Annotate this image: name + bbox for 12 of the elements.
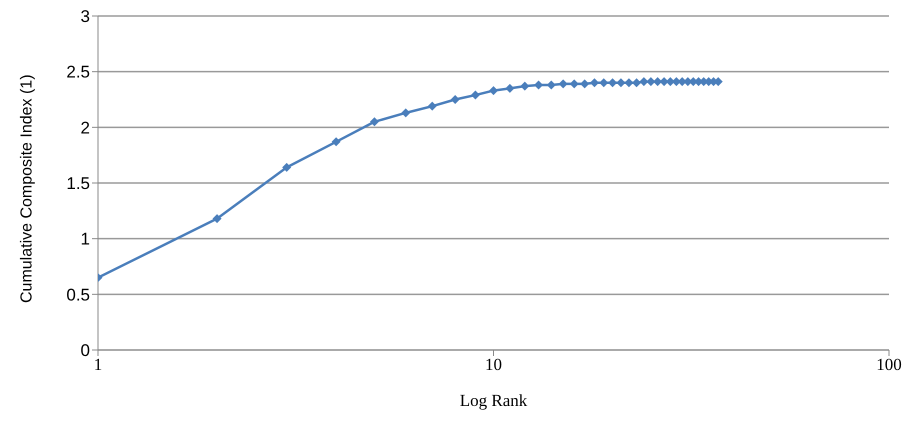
x-tick-label: 10: [485, 355, 502, 374]
y-tick-label: 2: [80, 118, 90, 138]
x-tick-label: 1: [94, 355, 102, 374]
y-tick-label: 1.5: [66, 174, 90, 194]
x-axis-title: Log Rank: [460, 391, 528, 410]
y-tick-label: 0: [80, 341, 90, 360]
y-tick-label: 1: [80, 230, 90, 249]
y-axis-title: Cumulative Composite Index (1): [18, 74, 36, 303]
y-tick-label: 3: [80, 7, 90, 26]
x-tick-label: 100: [876, 355, 902, 374]
y-tick-label: 0.5: [66, 285, 90, 304]
y-tick-label: 2.5: [66, 62, 90, 82]
